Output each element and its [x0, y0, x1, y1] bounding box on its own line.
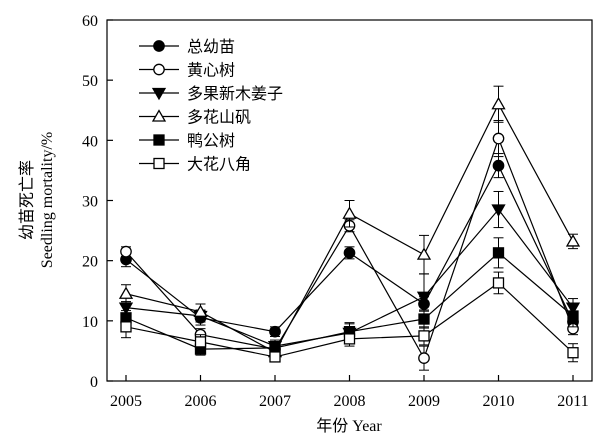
x-axis: 2005 2006 2007 2008 2009 2010 2011: [110, 375, 589, 410]
legend-item: 大花八角: [139, 155, 251, 174]
data-point: [418, 313, 430, 325]
legend-marker: [153, 157, 165, 170]
data-point: [492, 277, 505, 289]
legend-label: 多果新木姜子: [187, 84, 283, 103]
data-point: [567, 347, 579, 359]
data-point: [567, 310, 579, 322]
data-point: [342, 206, 357, 219]
data-point: [269, 325, 281, 338]
legend-item: 多花山矾: [139, 108, 251, 127]
data-point: [193, 304, 208, 317]
data-point: [565, 234, 581, 247]
data-point: [492, 159, 505, 172]
data-point: [120, 321, 132, 333]
x-tick-label: 2010: [483, 393, 515, 410]
x-tick-label: 2009: [408, 393, 440, 410]
x-axis-label: 年份 Year: [316, 417, 382, 435]
x-tick-label: 2008: [334, 393, 366, 410]
data-point: [269, 351, 281, 363]
data-point: [343, 333, 356, 345]
y-axis: 0 10 20 30 40 50 60: [82, 13, 113, 391]
data-point: [491, 96, 506, 110]
data-point: [416, 247, 432, 260]
legend-marker: [151, 109, 167, 122]
legend-item: 多果新木姜子: [139, 84, 283, 103]
legend-marker: [153, 134, 165, 146]
legend-label: 总幼苗: [187, 37, 235, 56]
data-point: [418, 352, 430, 364]
y-axis-label-en: Seedling mortality/%: [39, 132, 56, 268]
x-tick-label: 2006: [185, 393, 217, 410]
data-point: [120, 245, 132, 258]
series-layer: [118, 85, 581, 371]
legend-marker: [153, 63, 165, 76]
legend-marker: [151, 87, 167, 101]
data-point: [492, 132, 505, 145]
y-tick-label: 60: [82, 13, 98, 30]
y-axis-label-cn: 幼苗死亡率: [18, 160, 36, 240]
data-point: [343, 246, 356, 259]
data-point: [418, 330, 430, 342]
legend-item: 总幼苗: [139, 37, 235, 56]
x-tick-label: 2011: [557, 393, 588, 410]
y-tick-label: 40: [82, 133, 98, 150]
x-tick-label: 2005: [110, 393, 142, 410]
series-6: [120, 271, 579, 363]
y-tick-label: 0: [90, 374, 98, 391]
data-point: [118, 286, 134, 299]
y-tick-label: 50: [82, 73, 98, 90]
legend-label: 大花八角: [187, 155, 251, 174]
y-tick-label: 10: [82, 314, 98, 331]
legend-item: 黄心树: [139, 61, 235, 80]
legend-marker: [153, 40, 165, 52]
legend-label: 黄心树: [187, 61, 235, 80]
legend-item: 鸭公树: [139, 131, 235, 150]
data-point: [194, 336, 207, 348]
y-tick-label: 20: [82, 254, 98, 271]
series-4: [118, 85, 581, 359]
data-point: [416, 291, 432, 305]
legend-label: 多花山矾: [187, 108, 251, 127]
data-point: [492, 247, 505, 259]
legend-label: 鸭公树: [187, 131, 235, 150]
x-tick-label: 2007: [259, 393, 291, 410]
y-tick-label: 30: [82, 194, 98, 211]
data-point: [491, 204, 506, 217]
